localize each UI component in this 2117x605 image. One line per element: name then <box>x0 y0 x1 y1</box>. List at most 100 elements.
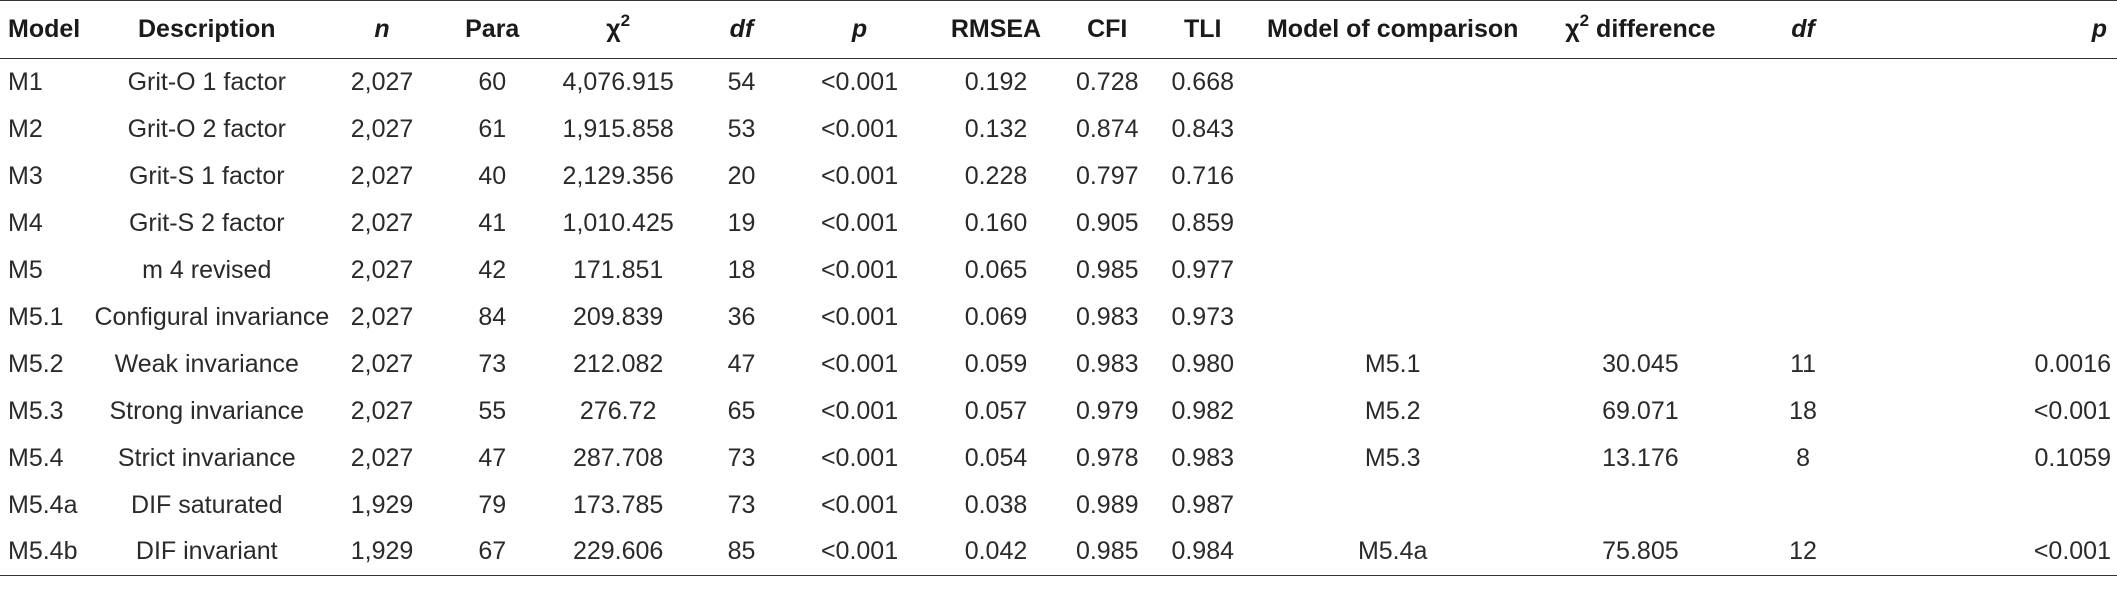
cell-para: 55 <box>478 396 507 425</box>
cell-chi-square: 171.851 <box>572 255 664 284</box>
cell-description: DIF saturated <box>131 490 283 519</box>
cell-para: 41 <box>478 208 507 237</box>
cell-chi-square-difference: 13.176 <box>1602 443 1679 472</box>
cell-model: M3 <box>8 161 43 190</box>
cell-cfi: 0.983 <box>1075 349 1139 378</box>
cell-df: 36 <box>727 302 756 331</box>
cell-n: 2,027 <box>350 302 414 331</box>
cell-df-difference: 11 <box>1790 349 1817 378</box>
header-model-of-comparison: Model of comparison <box>1249 0 1536 59</box>
cell-p-difference <box>1861 294 2117 341</box>
cell-cfi: 0.985 <box>1058 528 1156 576</box>
cell-p-difference <box>1861 106 2117 153</box>
cell-description: Configural invariance <box>94 302 330 331</box>
cell-model-of-comparison <box>1250 200 1535 247</box>
cell-p-difference: 0.0016 <box>2034 349 2111 378</box>
header-row: Model Description n Para χ2 df p RMSEA C… <box>0 0 2117 59</box>
cell-model-of-comparison <box>1250 482 1535 529</box>
cell-para: 40 <box>478 161 507 190</box>
cell-chi-square: 229.606 <box>539 528 697 576</box>
cell-p: <0.001 <box>820 161 899 190</box>
cell-rmsea: 0.132 <box>964 114 1028 143</box>
cell-rmsea: 0.228 <box>964 161 1028 190</box>
cell-p: <0.001 <box>820 490 899 519</box>
cell-p: <0.001 <box>786 528 934 576</box>
cell-df-difference: 12 <box>1745 528 1861 576</box>
cell-n: 2,027 <box>350 396 414 425</box>
cell-cfi: 0.983 <box>1075 302 1139 331</box>
cell-p-difference <box>1861 59 2117 106</box>
cell-n: 2,027 <box>350 208 414 237</box>
cell-rmsea: 0.160 <box>964 208 1028 237</box>
cell-n: 2,027 <box>350 67 414 96</box>
cell-chi-square-difference <box>1535 59 1745 106</box>
table-row: M5.3 Strong invariance 2,027 55 276.72 6… <box>0 388 2117 435</box>
cell-model: M5 <box>8 255 43 284</box>
cell-df: 18 <box>727 255 756 284</box>
table-row: M3 Grit-S 1 factor 2,027 40 2,129.356 20… <box>0 153 2117 200</box>
cell-rmsea: 0.042 <box>933 528 1059 576</box>
header-description: Description <box>94 0 320 59</box>
cell-para: 47 <box>478 443 507 472</box>
cell-model-of-comparison <box>1250 247 1535 294</box>
header-para: Para <box>445 0 540 59</box>
cell-p: <0.001 <box>820 396 899 425</box>
cell-model: M5.1 <box>8 302 64 331</box>
cell-n: 2,027 <box>350 114 414 143</box>
cell-tli: 0.984 <box>1155 528 1250 576</box>
cell-model-of-comparison <box>1250 294 1535 341</box>
cell-df: 73 <box>727 443 756 472</box>
cell-tli: 0.982 <box>1171 396 1234 425</box>
cell-p: <0.001 <box>820 208 899 237</box>
cell-chi-square-difference: 69.071 <box>1602 396 1679 425</box>
header-df: df <box>696 0 787 59</box>
cell-p: <0.001 <box>820 443 899 472</box>
cell-model-of-comparison <box>1250 153 1535 200</box>
cell-model: M2 <box>8 114 43 143</box>
cell-rmsea: 0.054 <box>964 443 1028 472</box>
header-n: n <box>319 0 445 59</box>
cell-tli: 0.983 <box>1171 443 1234 472</box>
cell-df-difference: 18 <box>1789 396 1817 425</box>
header-rmsea: RMSEA <box>933 0 1059 59</box>
cell-n: 2,027 <box>350 443 414 472</box>
table-body: M1 Grit-O 1 factor 2,027 60 4,076.915 54… <box>0 59 2117 576</box>
cell-description: DIF invariant <box>94 528 320 576</box>
cell-p-difference <box>1861 482 2117 529</box>
cell-model: M1 <box>8 67 43 96</box>
cell-rmsea: 0.059 <box>964 349 1028 378</box>
cell-chi-square: 4,076.915 <box>562 67 674 96</box>
cell-df: 20 <box>727 161 756 190</box>
cell-model-of-comparison: M5.4a <box>1249 528 1536 576</box>
cell-model: M5.3 <box>8 396 64 425</box>
cell-description: Grit-O 2 factor <box>127 114 286 143</box>
cell-tli: 0.973 <box>1171 302 1234 331</box>
cell-p-difference <box>1861 153 2117 200</box>
cell-chi-square-difference <box>1535 482 1745 529</box>
table-row: M5 m 4 revised 2,027 42 171.851 18 <0.00… <box>0 247 2117 294</box>
cell-chi-square: 2,129.356 <box>562 161 674 190</box>
cell-cfi: 0.989 <box>1075 490 1139 519</box>
cell-rmsea: 0.065 <box>964 255 1028 284</box>
cell-chi-square-difference <box>1535 153 1745 200</box>
cell-cfi: 0.905 <box>1075 208 1139 237</box>
table-row: M5.4b DIF invariant 1,929 67 229.606 85 … <box>0 528 2117 576</box>
cell-n: 2,027 <box>350 349 414 378</box>
cell-cfi: 0.978 <box>1075 443 1139 472</box>
model-fit-table: Model Description n Para χ2 df p RMSEA C… <box>0 0 2117 576</box>
cell-p: <0.001 <box>820 255 899 284</box>
cell-rmsea: 0.038 <box>964 490 1028 519</box>
cell-description: Grit-S 2 factor <box>128 208 285 237</box>
cell-p-difference: 0.1059 <box>2034 443 2111 472</box>
cell-para: 84 <box>478 302 507 331</box>
cell-rmsea: 0.057 <box>964 396 1028 425</box>
cell-model: M4 <box>8 208 43 237</box>
cell-p-difference <box>1861 200 2117 247</box>
header-tli: TLI <box>1155 0 1250 59</box>
cell-model-of-comparison: M5.2 <box>1364 396 1421 425</box>
table-row: M5.4 Strict invariance 2,027 47 287.708 … <box>0 435 2117 482</box>
cell-df-difference <box>1745 294 1860 341</box>
cell-df: 73 <box>727 490 756 519</box>
cell-chi-square: 276.72 <box>579 396 657 425</box>
cell-chi-square-difference <box>1535 247 1745 294</box>
